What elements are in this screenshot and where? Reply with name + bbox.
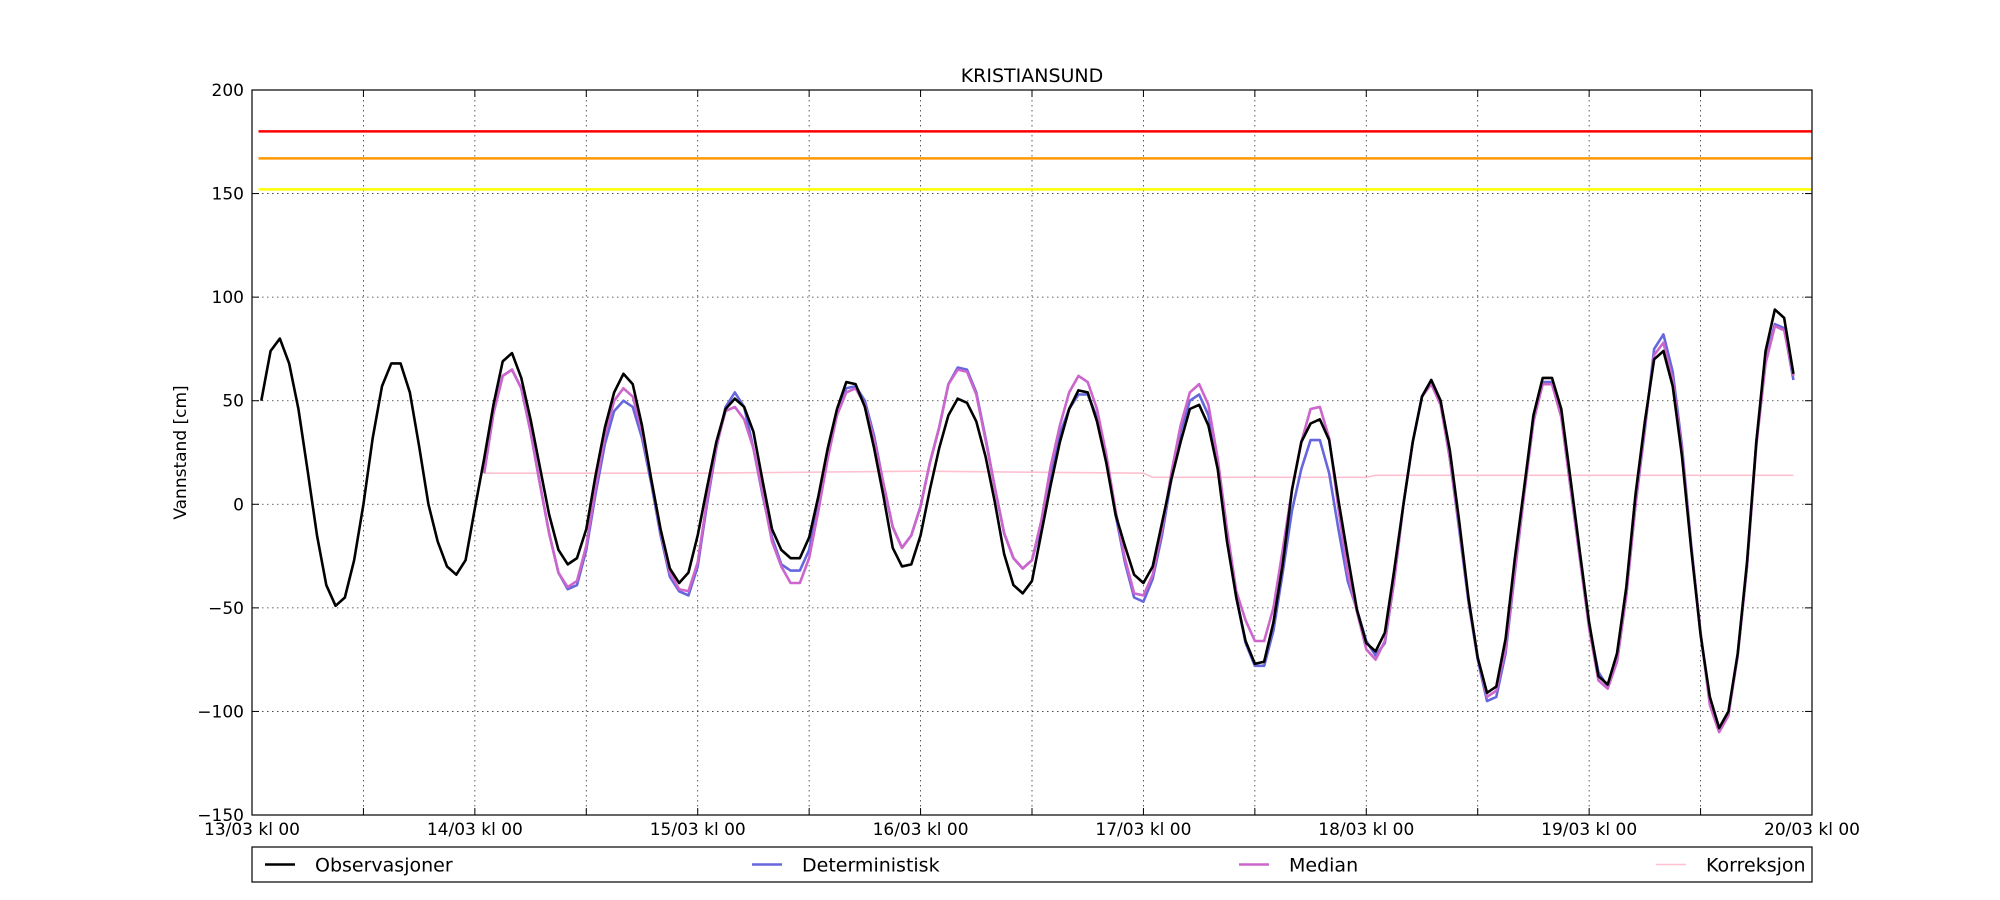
- legend-label-deterministisk: Deterministisk: [802, 855, 940, 877]
- y-tick-label: 150: [212, 185, 244, 205]
- y-tick-labels: −150 −100 −50 0 50 100 150 200: [197, 81, 244, 826]
- y-tick-label: −50: [208, 599, 244, 619]
- x-tick-label: 14/03 kl 00: [427, 820, 523, 840]
- legend-label-observasjoner: Observasjoner: [315, 855, 453, 877]
- y-tick-label: 0: [233, 495, 244, 515]
- ticks: [251, 89, 1813, 816]
- x-tick-label: 18/03 kl 00: [1318, 820, 1414, 840]
- series-lines: [260, 308, 1795, 734]
- x-tick-label: 20/03 kl 00: [1764, 820, 1860, 840]
- y-tick-label: 200: [212, 81, 244, 101]
- grid: [252, 90, 1812, 815]
- y-tick-label: 50: [222, 392, 244, 412]
- x-tick-label: 16/03 kl 00: [873, 820, 969, 840]
- chart-title: KRISTIANSUND: [961, 65, 1104, 87]
- y-tick-label: −100: [197, 702, 244, 722]
- threshold-lines: [258, 130, 1812, 191]
- x-tick-label: 13/03 kl 00: [204, 820, 300, 840]
- y-tick-label: 100: [212, 288, 244, 308]
- x-tick-label: 17/03 kl 00: [1095, 820, 1191, 840]
- legend-box: [251, 846, 1813, 883]
- legend-label-median: Median: [1289, 855, 1358, 877]
- series-line-korreksjon: [484, 470, 1794, 479]
- x-tick-labels: 13/03 kl 00 14/03 kl 00 15/03 kl 00 16/03 k…: [204, 820, 1860, 840]
- y-tick-label: −150: [197, 806, 244, 826]
- y-axis-label: Vannstand [cm]: [171, 385, 191, 519]
- series-line-observasjoner: [260, 308, 1795, 730]
- x-tick-label: 19/03 kl 00: [1541, 820, 1637, 840]
- legend: Observasjoner Deterministisk Median Korreks…: [251, 846, 1813, 883]
- x-tick-label: 15/03 kl 00: [650, 820, 746, 840]
- legend-label-korreksjon: Korreksjon: [1706, 855, 1806, 877]
